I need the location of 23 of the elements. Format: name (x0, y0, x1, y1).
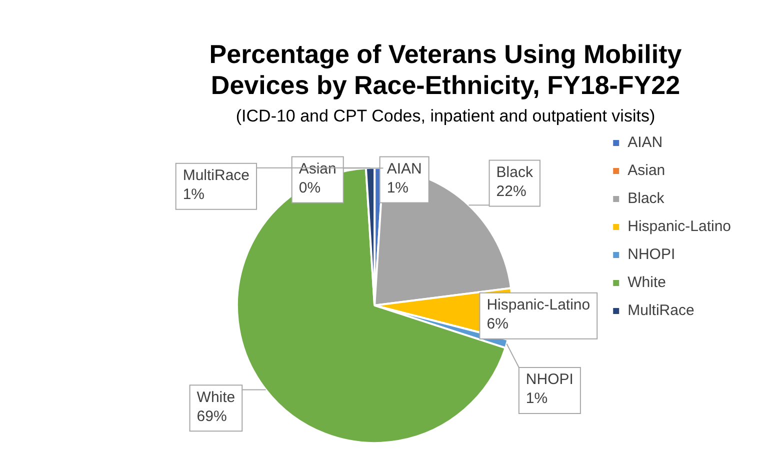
slice-label: Hispanic-Latino (486, 296, 590, 314)
data-label: 22% (496, 182, 526, 200)
legend-label: NHOPI (628, 246, 676, 264)
text: 0% (298, 179, 321, 196)
slice-label: MultiRace (182, 167, 250, 184)
legend-label: Hispanic-Latino (628, 218, 731, 236)
data-label: 1% (526, 390, 548, 408)
legend-label: Asian (628, 162, 666, 180)
slice-label: White (196, 388, 236, 406)
slice-label: AIAN (386, 160, 422, 178)
data-label: 6% (486, 316, 508, 333)
data-label: 69% (196, 408, 227, 425)
data-label: 1% (182, 186, 205, 204)
slice-label: NHOPI (526, 371, 574, 388)
category-label: Asian (298, 160, 336, 178)
slice-label: Black (496, 164, 534, 181)
chart-title: Percentage of Veterans Using Mobility Devices by Race-Ethnicity, FY18-FY22 (209, 38, 682, 100)
legend-label: MultiRace (628, 302, 694, 320)
data-label: 1% (386, 179, 409, 196)
chart-subtitle: (ICD-10 and CPT Codes, inpatient and outpatient visits) (236, 106, 656, 126)
legend-label: Black (628, 190, 665, 208)
legend-label: AIAN (628, 134, 663, 152)
legend-label: White (628, 274, 666, 292)
